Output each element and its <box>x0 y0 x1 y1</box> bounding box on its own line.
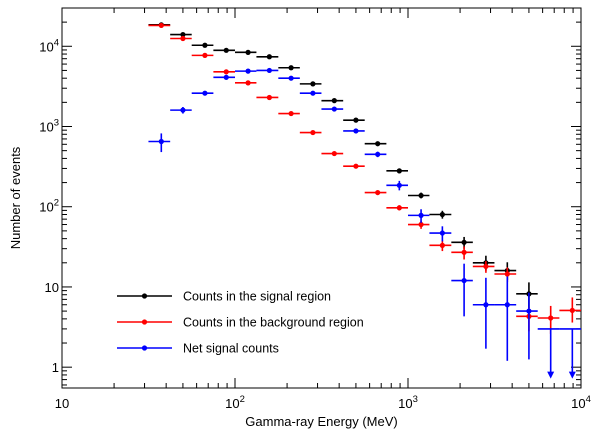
data-point <box>396 168 402 174</box>
data-point <box>461 249 467 255</box>
y-tick-label: 104 <box>39 37 59 54</box>
data-point <box>310 129 316 136</box>
data-point <box>526 308 532 314</box>
data-point <box>439 230 445 236</box>
data-point <box>202 52 208 58</box>
y-tick-label: 10 <box>45 280 59 295</box>
data-point <box>180 35 186 42</box>
data-point <box>245 68 251 74</box>
data-point <box>223 74 229 80</box>
data-point <box>223 47 229 53</box>
data-point <box>331 106 337 112</box>
y-axis-title: Number of events <box>8 146 23 249</box>
data-point <box>396 205 402 211</box>
data-point <box>158 138 164 145</box>
series-1 <box>148 22 538 308</box>
data-point <box>569 307 575 314</box>
data-point <box>353 163 359 169</box>
data-series <box>148 22 581 379</box>
data-point <box>396 182 402 188</box>
data-point <box>375 141 381 147</box>
data-point <box>331 150 337 157</box>
data-point <box>266 94 272 101</box>
data-point <box>439 242 445 248</box>
data-point <box>202 90 208 96</box>
data-point <box>461 277 467 284</box>
series-3 <box>148 67 581 379</box>
plot-frame <box>61 7 582 389</box>
data-point <box>375 151 381 157</box>
legend-label: Net signal counts <box>183 342 279 356</box>
y-tick-label: 102 <box>39 198 59 215</box>
data-point <box>202 42 208 48</box>
x-tick-label: 103 <box>398 394 418 411</box>
y-tick-label: 1 <box>52 360 59 375</box>
legend-marker <box>141 319 148 325</box>
legend-marker <box>141 345 148 351</box>
data-point <box>418 221 424 228</box>
axes: 10 102 103 104 1 10 102 103 104 Gamma-ray Energy … <box>8 7 591 429</box>
data-point <box>461 239 467 245</box>
data-point <box>418 192 424 199</box>
data-point <box>158 22 164 29</box>
data-point <box>245 49 251 55</box>
data-point <box>418 212 424 218</box>
data-point <box>245 80 251 86</box>
data-point <box>504 271 510 277</box>
data-point <box>223 69 229 75</box>
x-axis-title: Gamma-ray Energy (MeV) <box>245 414 397 429</box>
data-point <box>504 302 510 308</box>
upper-limit-arrow <box>547 371 555 379</box>
data-point <box>483 302 489 308</box>
data-point <box>266 54 272 60</box>
data-point <box>310 90 316 96</box>
legend: Counts in the signal region Counts in the… <box>117 290 364 356</box>
data-point <box>310 81 316 87</box>
data-point <box>353 117 359 123</box>
data-point <box>266 67 272 74</box>
data-point <box>180 31 186 38</box>
upper-limit-arrow <box>568 371 576 379</box>
data-point <box>180 107 186 113</box>
y-tick-label: 103 <box>39 118 59 135</box>
data-point <box>331 98 337 104</box>
data-point <box>288 75 294 81</box>
legend-marker <box>141 293 148 299</box>
data-point <box>439 211 445 218</box>
legend-label: Counts in the signal region <box>183 290 331 304</box>
legend-label: Counts in the background region <box>183 316 364 330</box>
x-tick-label: 102 <box>225 394 245 411</box>
data-point <box>483 263 489 270</box>
data-point <box>353 128 359 134</box>
x-tick-label: 10 <box>55 396 69 411</box>
series-2 <box>148 22 581 334</box>
data-point <box>288 65 294 71</box>
data-point <box>548 315 554 321</box>
x-tick-label: 104 <box>571 394 591 411</box>
data-point <box>375 189 381 196</box>
data-point <box>288 110 294 117</box>
